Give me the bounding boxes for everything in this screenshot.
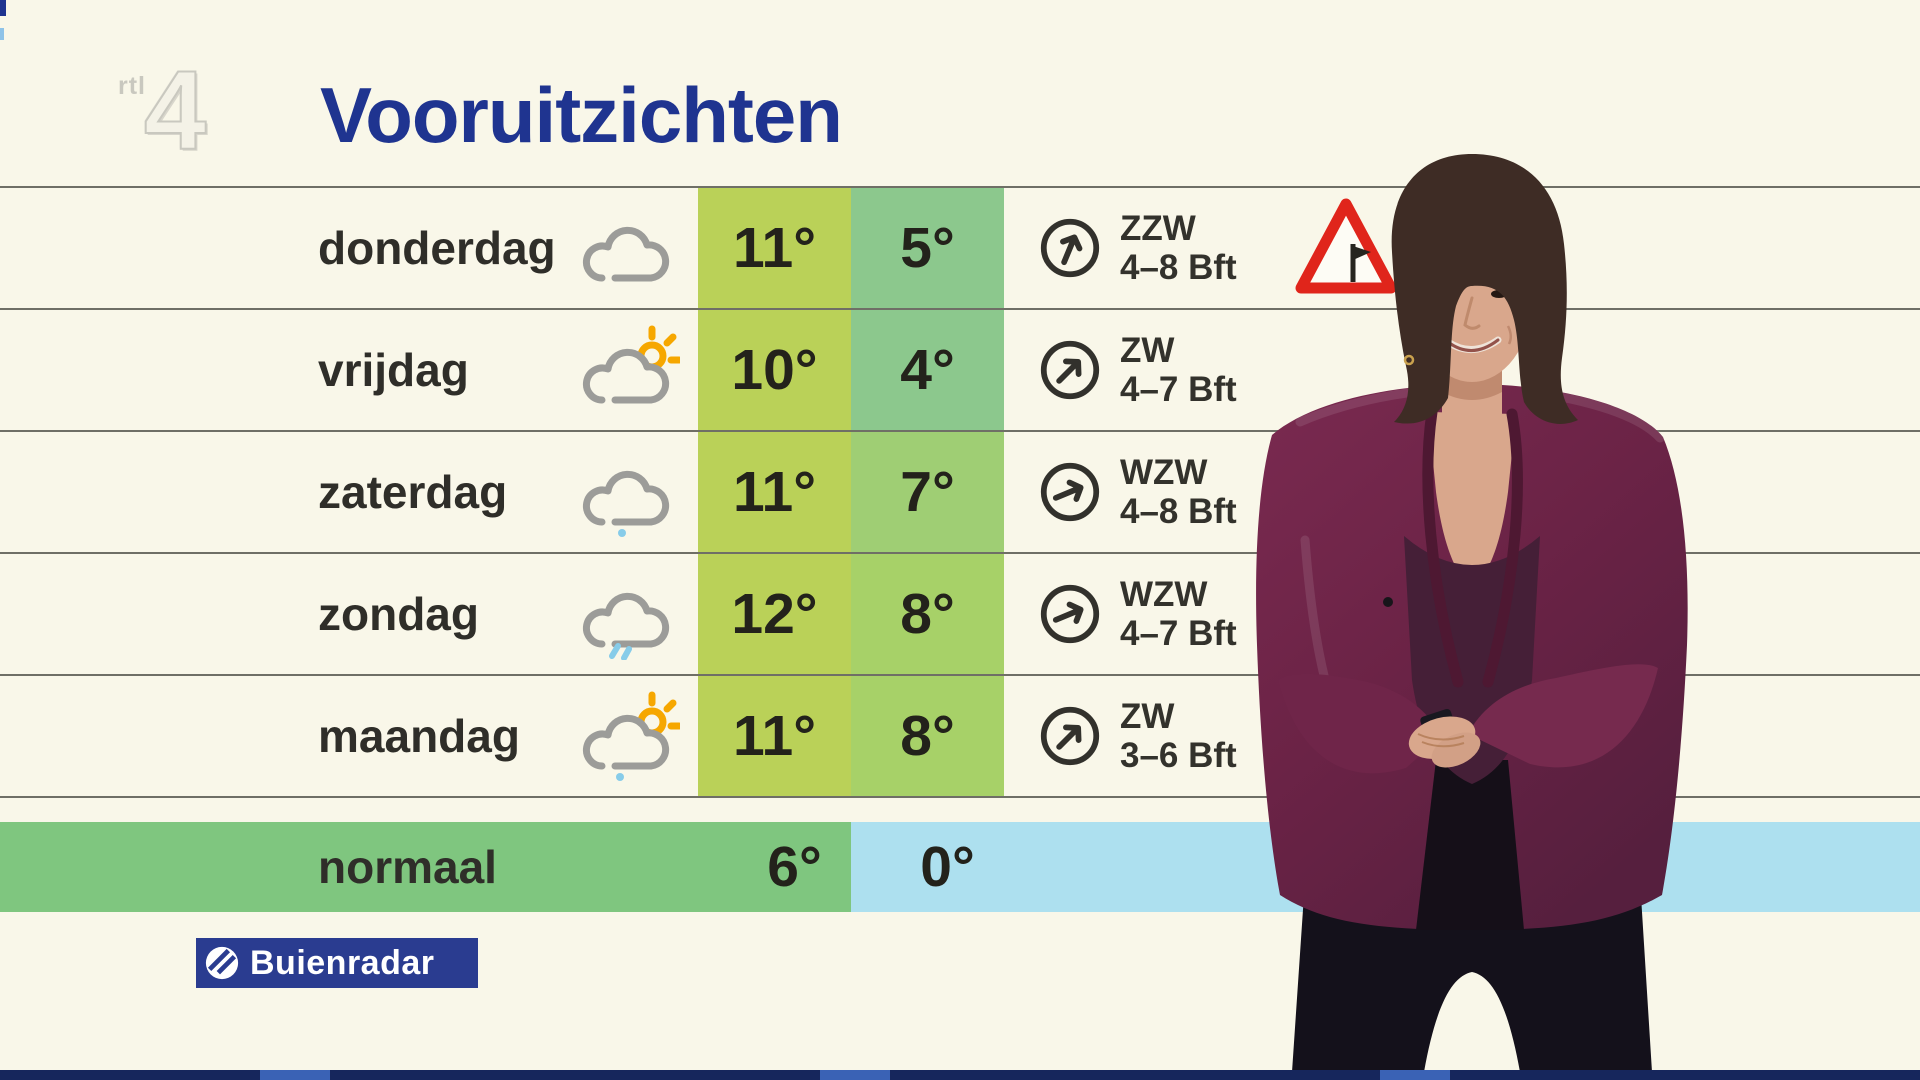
wind-force: 4–8 Bft	[1120, 248, 1237, 287]
min-temp-cell: 8°	[851, 676, 1004, 796]
normal-min-value: 0°	[920, 835, 975, 899]
wind-force: 4–7 Bft	[1120, 614, 1237, 653]
forecast-table: donderdag 11° 5° ZZW 4–8 Bft	[0, 186, 1920, 798]
presenter-pants	[1292, 880, 1652, 1072]
min-temp-cell: 8°	[851, 554, 1004, 674]
forecast-row: donderdag 11° 5° ZZW 4–8 Bft	[0, 186, 1920, 308]
day-label: zondag	[318, 588, 479, 640]
max-temp-cell: 11°	[698, 432, 851, 552]
wind-direction: ZW	[1120, 697, 1175, 736]
day-label: maandag	[318, 710, 520, 762]
buienradar-radar-icon	[205, 946, 239, 980]
min-temp-value: 5°	[900, 216, 955, 280]
wind-direction: WZW	[1120, 453, 1208, 492]
buienradar-logo: Buienradar	[196, 938, 478, 988]
weather-icon	[568, 324, 680, 416]
day-label: donderdag	[318, 222, 556, 274]
screen-edge-artifact	[0, 0, 6, 16]
min-temp-value: 8°	[900, 582, 955, 646]
page-title: Vooruitzichten	[320, 71, 843, 159]
max-temp-cell: 11°	[698, 188, 851, 308]
wind-info: WZW 4–7 Bft	[1120, 575, 1237, 653]
min-temp-value: 8°	[900, 704, 955, 768]
presenter	[1256, 154, 1688, 1072]
forecast-row: vrijdag 10° 4° ZW 4–7 Bft	[0, 308, 1920, 430]
wind-info: WZW 4–8 Bft	[1120, 453, 1237, 531]
weather-icon	[568, 690, 680, 782]
min-temp-cell: 7°	[851, 432, 1004, 552]
min-temp-value: 4°	[900, 338, 955, 402]
max-temp-cell: 11°	[698, 676, 851, 796]
max-temp-cell: 10°	[698, 310, 851, 430]
max-temp-value: 11°	[732, 216, 817, 280]
weather-icon	[568, 446, 680, 538]
wind-force: 3–6 Bft	[1120, 736, 1237, 775]
max-temp-value: 11°	[732, 704, 817, 768]
weather-icon	[568, 202, 680, 294]
bottom-ticker-strip	[0, 1070, 1920, 1080]
wind-direction: ZZW	[1120, 209, 1196, 248]
forecast-row: maandag 11° 8° ZW 3–6 Bft	[0, 674, 1920, 796]
min-temp-cell: 5°	[851, 188, 1004, 308]
wind-direction: ZW	[1120, 331, 1175, 370]
forecast-row: zondag 12° 8° WZW 4–7 Bft	[0, 552, 1920, 674]
weather-icon	[568, 568, 680, 660]
min-temp-value: 7°	[900, 460, 955, 524]
max-temp-value: 12°	[731, 582, 818, 646]
wind-direction-icon	[1040, 706, 1100, 766]
day-label: vrijdag	[318, 344, 469, 396]
normal-max-value: 6°	[767, 835, 822, 899]
wind-info: ZZW 4–8 Bft	[1120, 209, 1237, 287]
day-label: zaterdag	[318, 466, 508, 518]
wind-direction-icon	[1040, 584, 1100, 644]
wind-force: 4–8 Bft	[1120, 492, 1237, 531]
wind-info: ZW 4–7 Bft	[1120, 331, 1237, 409]
weather-warning	[1295, 198, 1397, 294]
max-temp-value: 11°	[732, 460, 817, 524]
wind-direction-icon	[1040, 462, 1100, 522]
wind-direction: WZW	[1120, 575, 1208, 614]
presenter-hands	[1408, 708, 1481, 768]
min-temp-cell: 4°	[851, 310, 1004, 430]
normal-max-cell	[0, 822, 851, 912]
max-temp-value: 10°	[731, 338, 818, 402]
max-temp-cell: 12°	[698, 554, 851, 674]
buienradar-logo-text: Buienradar	[250, 943, 435, 982]
table-divider	[0, 796, 1920, 798]
screen-edge-artifact	[0, 28, 4, 40]
rtl-logo-number: 4	[143, 47, 207, 174]
wind-info: ZW 3–6 Bft	[1120, 697, 1237, 775]
wind-direction-icon	[1040, 340, 1100, 400]
wind-direction-icon	[1040, 218, 1100, 278]
forecast-row: zaterdag 11° 7° WZW 4–8 Bft	[0, 430, 1920, 552]
presenter-hair	[1391, 154, 1578, 424]
normal-label: normaal	[318, 841, 497, 893]
storm-warning-glyph	[1350, 244, 1371, 282]
rtl-logo-text: rtl	[118, 72, 146, 100]
rtl4-channel-logo: rtl 4	[118, 47, 248, 174]
wind-force: 4–7 Bft	[1120, 370, 1237, 409]
